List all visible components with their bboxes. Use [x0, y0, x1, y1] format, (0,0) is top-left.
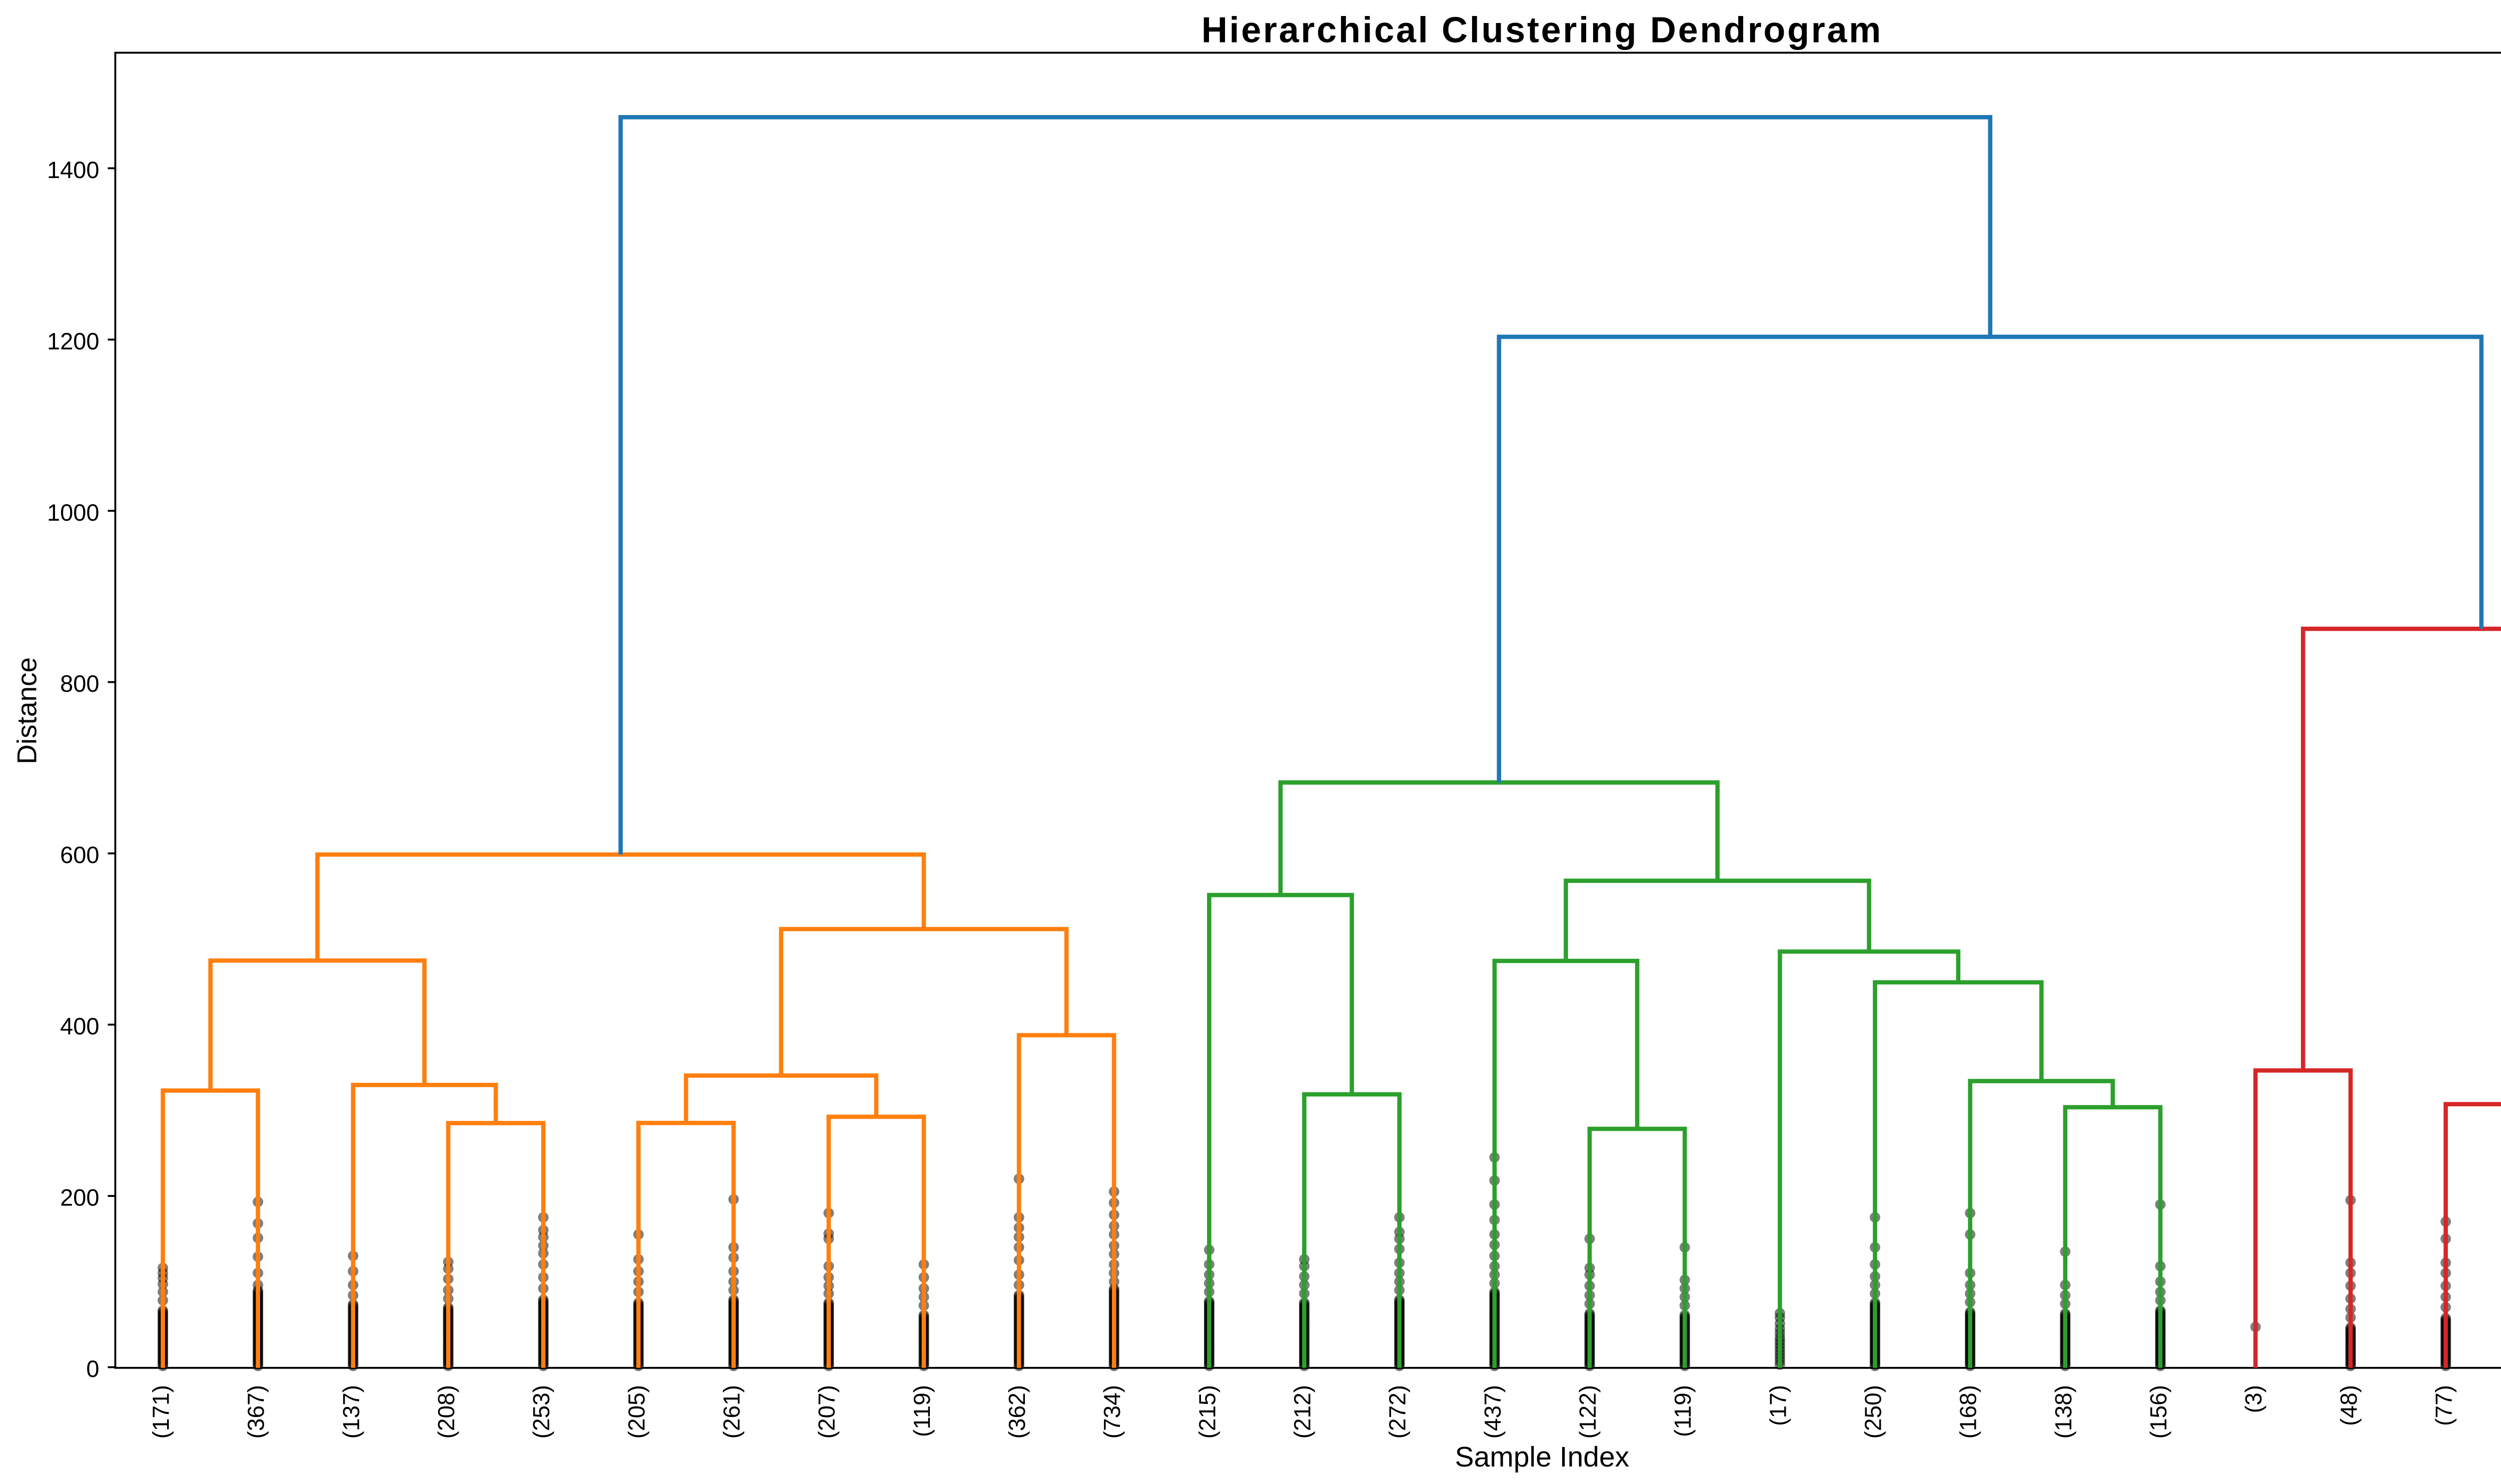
svg-text:(207): (207) [814, 1385, 840, 1438]
svg-text:(48): (48) [2335, 1385, 2361, 1426]
svg-text:400: 400 [60, 1013, 99, 1039]
svg-text:(77): (77) [2431, 1385, 2457, 1426]
svg-text:(272): (272) [1385, 1385, 1411, 1438]
svg-text:Hierarchical Clustering Dendro: Hierarchical Clustering Dendrogram [1201, 11, 1883, 51]
svg-text:800: 800 [60, 670, 99, 697]
svg-text:1400: 1400 [47, 157, 100, 183]
svg-text:(362): (362) [1004, 1385, 1030, 1438]
svg-text:(215): (215) [1194, 1385, 1220, 1438]
svg-text:200: 200 [60, 1184, 99, 1211]
svg-text:(119): (119) [1670, 1385, 1696, 1437]
svg-text:(734): (734) [1099, 1385, 1125, 1438]
svg-text:(156): (156) [2145, 1385, 2171, 1438]
svg-text:(250): (250) [1860, 1385, 1886, 1438]
svg-text:(212): (212) [1290, 1385, 1316, 1438]
svg-text:600: 600 [60, 842, 99, 868]
svg-text:(122): (122) [1575, 1385, 1601, 1438]
svg-text:(171): (171) [148, 1385, 174, 1438]
svg-text:(119): (119) [909, 1385, 935, 1437]
svg-text:(3): (3) [2240, 1385, 2266, 1413]
svg-text:(17): (17) [1765, 1385, 1791, 1426]
svg-text:(168): (168) [1955, 1385, 1981, 1438]
svg-text:(261): (261) [719, 1385, 745, 1438]
svg-text:(437): (437) [1480, 1385, 1506, 1438]
svg-text:(138): (138) [2050, 1385, 2076, 1438]
svg-text:(205): (205) [623, 1385, 649, 1438]
svg-text:Sample Index: Sample Index [1455, 1441, 1630, 1473]
svg-text:(253): (253) [528, 1385, 554, 1438]
svg-text:1000: 1000 [47, 499, 100, 526]
svg-text:Distance: Distance [12, 657, 43, 764]
svg-text:(137): (137) [338, 1385, 364, 1438]
svg-text:1200: 1200 [47, 328, 100, 354]
svg-text:(367): (367) [243, 1385, 269, 1438]
svg-text:(208): (208) [433, 1385, 459, 1438]
svg-text:0: 0 [86, 1355, 99, 1382]
